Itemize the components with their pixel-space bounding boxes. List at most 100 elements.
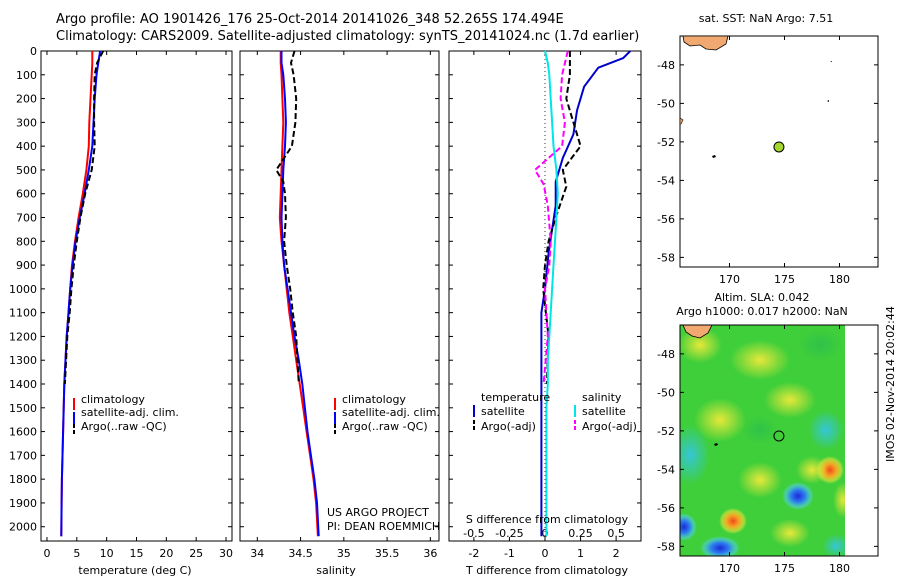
x-tick-label: 36 [423, 547, 437, 560]
map-y-tick-label: -48 [657, 59, 675, 72]
legend-label-t-satellite: satellite [481, 405, 525, 418]
series-line-satellite [540, 50, 632, 537]
x-tick-label: -2 [468, 547, 479, 560]
series-line-argo-raw-qc- [63, 50, 104, 385]
map-y-tick-label: -56 [657, 502, 675, 515]
sla-heatmap-field [680, 325, 845, 556]
pi-label: PI: DEAN ROEMMICH [327, 520, 440, 533]
x-tick-label: 2 [613, 547, 620, 560]
land-new-zealand [682, 35, 729, 51]
plot-frame [40, 50, 233, 542]
sst-map-title: sat. SST: NaN Argo: 7.51 [699, 12, 833, 25]
y-tick-label: 1300 [9, 354, 37, 367]
salinity-panel: 34 34.5 35 35.5 36 [239, 50, 440, 560]
legend-label-argo: Argo(..raw -QC) [342, 420, 428, 433]
x-tick-label: 35.5 [375, 547, 400, 560]
y-tick-label: 900 [16, 259, 37, 272]
temperature-panel: 0100200300400500600700800900100011001200… [9, 45, 233, 560]
map-y-tick-label: -50 [657, 386, 675, 399]
y-tick-label: 1200 [9, 330, 37, 343]
x-tick-label: 30 [219, 547, 233, 560]
series-line-satellite-adj-clim- [60, 50, 102, 537]
map-x-tick-label: 175 [774, 273, 795, 286]
map-x-tick-label: 180 [829, 562, 850, 575]
map-y-tick-label: -52 [657, 425, 675, 438]
float-position-marker [773, 141, 785, 153]
x-tick-label: 0 [43, 547, 50, 560]
figure-title-line1: Argo profile: AO 1901426_176 25-Oct-2014… [56, 12, 564, 27]
salinity-legend: climatology satellite-adj. clim. Argo(..… [327, 393, 440, 533]
map-x-tick-label: 175 [774, 562, 795, 575]
sla-map: Altim. SLA: 0.042 Argo h1000: 0.017 h200… [657, 291, 879, 575]
s-tick-label: 0 [542, 527, 549, 540]
sla-map-title-line2: Argo h1000: 0.017 h2000: NaN [676, 305, 848, 318]
series-line-satellite [544, 50, 559, 537]
sla-map-frame [679, 324, 879, 557]
x-tick-label: 1 [577, 547, 584, 560]
map-x-tick-label: 170 [719, 273, 740, 286]
difference-xlabel-top: S difference from climatology [466, 513, 629, 526]
x-tick-label: 20 [159, 547, 173, 560]
s-tick-label: -0.5 [463, 527, 484, 540]
map-y-tick-label: -48 [657, 348, 675, 361]
y-tick-label: 600 [16, 188, 37, 201]
map-y-tick-label: -54 [657, 174, 675, 187]
map-x-tick-label: 180 [829, 273, 850, 286]
x-tick-label: 25 [189, 547, 203, 560]
difference-panel: -2 -1 0 1 2 -0.5 -0.25 0 0.25 0.5 [448, 50, 642, 560]
x-tick-label: -1 [504, 547, 515, 560]
legend-label-climatology: climatology [342, 393, 406, 406]
land-small-island [679, 117, 684, 125]
y-tick-label: 1900 [9, 497, 37, 510]
y-tick-label: 800 [16, 235, 37, 248]
legend-label-s-satellite: satellite [582, 405, 626, 418]
y-tick-label: 300 [16, 116, 37, 129]
legend-label-satellite: satellite-adj. clim. [81, 406, 179, 419]
y-tick-label: 1600 [9, 426, 37, 439]
sst-map-axes: 170 175 180 -48 -50 -52 -54 -56 -58 [657, 36, 878, 286]
island-bounty [827, 100, 829, 102]
legend-title-temperature: temperature [481, 391, 550, 404]
x-tick-label: 34.5 [288, 547, 313, 560]
x-tick-label: 0 [542, 547, 549, 560]
y-tick-label: 1100 [9, 307, 37, 320]
s-tick-label: -0.25 [495, 527, 523, 540]
map-y-tick-label: -50 [657, 97, 675, 110]
s-tick-label: 0.25 [568, 527, 593, 540]
y-tick-label: 700 [16, 212, 37, 225]
map-y-tick-label: -56 [657, 213, 675, 226]
legend-label-satellite: satellite-adj. clim. [342, 406, 440, 419]
sla-map-title-line1: Altim. SLA: 0.042 [714, 291, 809, 304]
x-tick-label: 10 [100, 547, 114, 560]
temperature-xlabel: temperature (deg C) [78, 564, 191, 577]
series-line-argo-adj- [534, 50, 569, 385]
y-tick-label: 1400 [9, 378, 37, 391]
y-tick-label: 1000 [9, 283, 37, 296]
map-y-tick-label: -52 [657, 136, 675, 149]
y-tick-label: 1800 [9, 473, 37, 486]
island-auckland [712, 155, 716, 158]
plot-frame [239, 50, 440, 542]
figure-title-line2: Climatology: CARS2009. Satellite-adjuste… [56, 29, 640, 44]
x-tick-label: 5 [73, 547, 80, 560]
y-tick-label: 200 [16, 93, 37, 106]
y-tick-label: 2000 [9, 521, 37, 534]
y-tick-label: 0 [30, 45, 37, 58]
difference-legend: temperature salinity satellite Argo(-adj… [473, 391, 637, 433]
map-y-tick-label: -58 [657, 251, 675, 264]
map-y-tick-label: -54 [657, 463, 675, 476]
y-tick-label: 100 [16, 69, 37, 82]
legend-title-salinity: salinity [582, 391, 622, 404]
x-tick-label: 35 [337, 547, 351, 560]
legend-label-climatology: climatology [81, 393, 145, 406]
float-position-marker [773, 430, 785, 442]
difference-xlabel: T difference from climatology [465, 564, 628, 577]
salinity-xlabel: salinity [316, 564, 356, 577]
y-tick-label: 1500 [9, 402, 37, 415]
series-line-argo-raw-qc- [275, 50, 300, 385]
legend-label-t-argo: Argo(-adj) [481, 420, 536, 433]
s-tick-label: 0.5 [607, 527, 625, 540]
island-east [830, 61, 832, 62]
temperature-legend: climatology satellite-adj. clim. Argo(..… [73, 393, 179, 435]
